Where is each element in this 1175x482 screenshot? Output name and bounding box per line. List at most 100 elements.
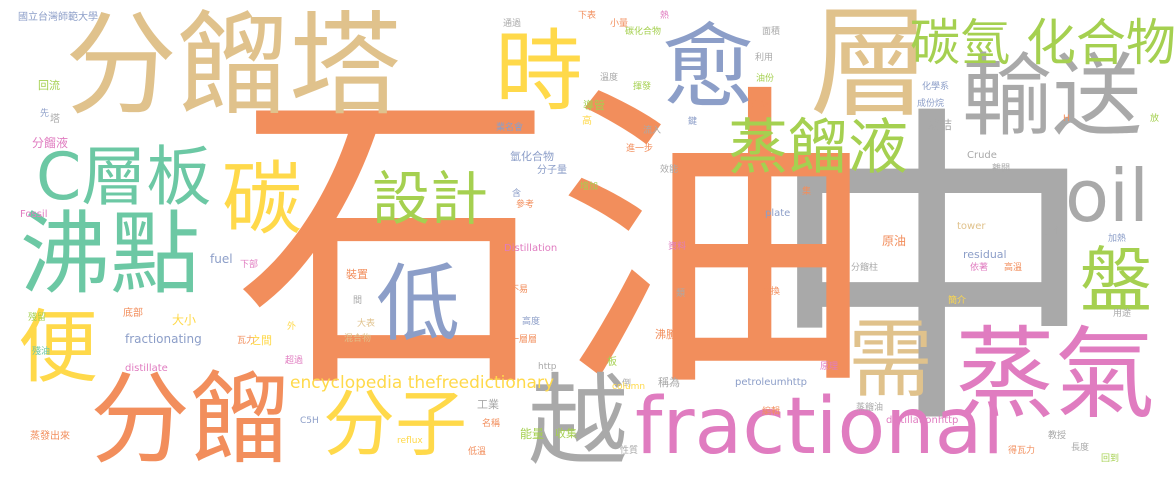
word: 業名會 [496,123,524,133]
word: H [1063,114,1070,124]
word: 加熱 [1108,234,1127,244]
word: 分子量 [537,165,567,176]
word: 中 [765,80,1100,470]
word: 含 [512,189,522,199]
word: 性質 [620,446,639,456]
word: 參考 [516,200,535,210]
word: 成份烷 [917,99,945,109]
word: 溫度 [600,73,619,83]
word: 得瓦力 [1008,446,1036,456]
word: 殘油 [32,347,51,357]
word: reflux [397,436,423,446]
word: fractional [635,382,1005,472]
word: C5H [300,416,319,426]
word: 底部 [123,308,143,319]
word: 集 [802,187,812,197]
word: 大小 [172,313,197,327]
word: 原理 [820,362,839,372]
word: tower [957,221,986,232]
word: 熱 [660,11,670,21]
word: 下部 [240,260,259,270]
word: 碳化合物 [625,27,662,37]
word: 效能 [660,165,679,175]
word: 化學系 [922,82,950,92]
word: fuel [210,252,233,266]
word: 塔 [50,114,60,125]
word: C層板 [36,140,212,215]
word: 下表 [578,11,597,21]
word: 之間 [250,334,272,347]
word: 原油 [882,234,907,248]
word: 交換 [762,287,781,297]
word: residual [963,248,1007,261]
word: 凝結 [928,118,953,132]
word: 流入 [643,126,662,136]
word: 盤 [1080,239,1153,323]
word: 碳氫 化合物 [910,14,1175,72]
word: 沸騰 [655,328,677,341]
word: 設計 [372,165,489,233]
word: 教授 [1048,431,1067,441]
word: 層 [810,0,930,134]
word: 編輯 [762,407,781,417]
word: 高溫 [1004,263,1023,273]
word: column [612,382,646,392]
word: 收集 [555,427,577,440]
word: 資料 [668,242,687,252]
word: 板 [607,357,617,368]
word: 揮發 [633,82,652,92]
word: 面積 [762,27,781,37]
word: http [538,362,557,372]
word: 低溫 [468,447,487,457]
word: 回流 [38,79,60,92]
word: 回到 [1101,454,1120,464]
word: 超過 [285,356,304,366]
word: 倒 [622,379,632,389]
word: 沸點 [20,202,200,307]
word: Fossil [20,209,48,220]
word: 油份 [756,74,775,84]
word: 氫化合物 [510,150,554,163]
word: 外 [287,322,297,332]
word: 混合物 [344,334,372,344]
word: 依著 [970,263,989,273]
word: 殘留 [28,313,47,323]
word: 利用 [755,53,774,63]
word: 用途 [1113,309,1132,319]
word: oil [1065,154,1150,238]
word: 通過 [503,19,522,29]
word: 簡介 [948,296,967,306]
word: 需 [848,311,934,410]
word: 一層層 [510,335,538,345]
word: 低 [376,255,461,353]
word: 碳 [222,153,302,246]
word: distillationhttp [886,415,959,426]
word: 蒸發出來 [30,431,70,442]
word: 蒸餾油 [856,403,884,413]
word: 能量 [520,427,545,441]
word: 放 [1150,114,1160,124]
word: 愈 [662,14,755,121]
word: 分餾塔 [65,1,401,131]
word: 瓦力 [237,336,256,346]
word: 大表 [357,319,376,329]
word: encyclopedia thefreedictionary [290,373,555,393]
word: 間 [353,296,363,306]
word: 導管 [583,99,605,112]
word: 名稱 [482,419,501,429]
word: 分子 [323,382,468,466]
word: 增加 [580,182,599,192]
word: 時 [495,20,584,123]
word: 先 [40,109,50,119]
word: Distillation [504,243,558,254]
word: 輸送 [962,44,1142,149]
word: 便 [18,301,98,394]
word: 長度 [1071,443,1090,453]
word: 蒸餾液 [728,113,908,183]
word: 高 [582,116,592,127]
word: 國立台灣師範大學 [18,12,98,23]
word: fractionating [125,332,202,346]
word: 石油 [235,59,875,431]
word: 蒸氣 [955,316,1155,433]
